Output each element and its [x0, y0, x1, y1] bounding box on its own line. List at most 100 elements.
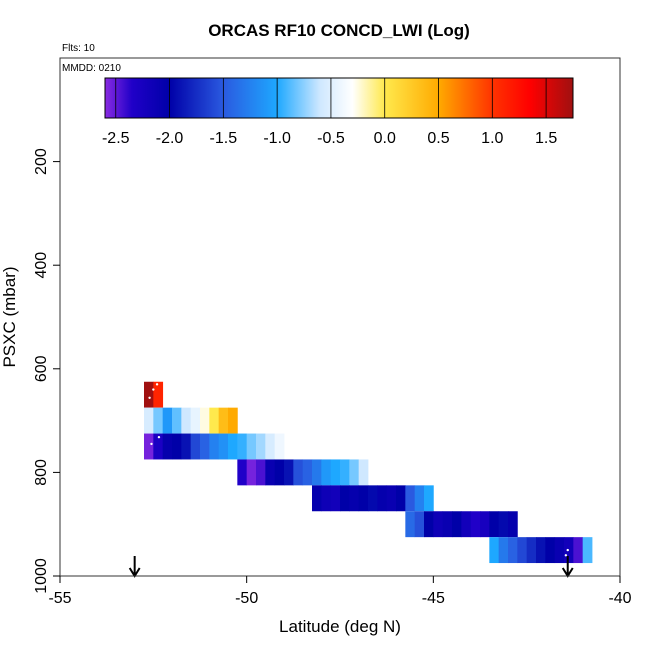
heatmap-cell: [358, 459, 369, 486]
heatmap-cell: [321, 485, 332, 512]
heatmap-cell: [302, 459, 313, 486]
heatmap-cell: [312, 459, 322, 486]
heatmap-cell: [433, 511, 444, 538]
heatmap-cell: [442, 511, 453, 538]
chart-title: ORCAS RF10 CONCD_LWI (Log): [208, 21, 470, 40]
heatmap-cell: [424, 511, 434, 538]
y-tick-label: 600: [33, 355, 50, 382]
y-tick-label: 200: [33, 148, 50, 175]
heatmap-cell: [218, 433, 229, 460]
heatmap-cell: [265, 433, 276, 460]
trace-point: [152, 388, 155, 391]
x-tick-label: -40: [608, 590, 631, 607]
heatmap-cell: [144, 381, 154, 408]
heatmap-cells: [144, 381, 593, 564]
colorbar-tick-label: 0.5: [427, 130, 449, 147]
heatmap-cell: [526, 537, 537, 564]
heatmap-cell: [508, 511, 518, 538]
trace-point: [150, 442, 153, 446]
x-tick-label: -50: [235, 590, 258, 607]
heatmap-cell: [209, 407, 220, 434]
heatmap-cell: [256, 459, 266, 486]
start-marker-arrow: [128, 556, 141, 578]
heatmap-cell: [228, 433, 238, 460]
heatmap-cell: [340, 459, 350, 486]
date-annotation: MMDD: 0210: [62, 63, 121, 74]
flight-trace: [148, 383, 569, 557]
colorbar-tick-label: 1.5: [535, 130, 557, 147]
x-tick-label: -45: [422, 590, 445, 607]
trace-point: [566, 548, 569, 552]
heatmap-cell: [181, 407, 192, 434]
heatmap-cell: [237, 459, 248, 486]
trace-point: [564, 554, 568, 557]
heatmap-cell: [461, 511, 472, 538]
heatmap-cell: [200, 433, 210, 460]
heatmap-cell: [536, 537, 546, 564]
heatmap-cell: [190, 407, 201, 434]
heatmap-cell: [321, 459, 332, 486]
heatmap-cell: [153, 381, 164, 408]
heatmap-cell: [237, 433, 248, 460]
heatmap-cell: [218, 407, 229, 434]
heatmap-cell: [545, 537, 556, 564]
y-tick-label: 400: [33, 252, 50, 279]
heatmap-cell: [284, 459, 294, 486]
heatmap-cell: [228, 407, 238, 434]
heatmap-cell: [358, 485, 369, 512]
heatmap-cell: [414, 485, 425, 512]
heatmap-cell: [508, 537, 518, 564]
heatmap-cell: [256, 433, 266, 460]
colorbar-gradient: [104, 77, 574, 119]
plot-frame: [59, 57, 621, 577]
heatmap-cell: [153, 433, 164, 460]
colorbar: -2.5 -2.0 -1.5 -1.0 -0.5 0.0 0.5 1.0 1.5: [102, 77, 574, 147]
heatmap-cell: [274, 459, 285, 486]
heatmap-cell: [330, 459, 341, 486]
heatmap-cell: [452, 511, 462, 538]
heatmap-cell: [162, 407, 173, 434]
heatmap-cell: [293, 459, 304, 486]
heatmap-cell: [424, 485, 434, 512]
heatmap-cell: [405, 485, 416, 512]
heatmap-cell: [498, 511, 509, 538]
heatmap-cell: [246, 459, 257, 486]
heatmap-cell: [554, 537, 565, 564]
heatmap-cell: [489, 511, 500, 538]
colorbar-tick-label: -1.0: [263, 130, 291, 147]
colorbar-tick-label: 0.0: [374, 130, 396, 147]
heatmap-cell: [573, 537, 584, 564]
heatmap-cell: [274, 433, 285, 460]
colorbar-tick-label: -0.5: [317, 130, 345, 147]
axes: -55 -50 -45 -40 200 400 600 800 1000: [33, 148, 632, 607]
heatmap-cell: [181, 433, 192, 460]
trace-point: [157, 435, 161, 439]
heatmap-cell: [312, 485, 322, 512]
heatmap-cell: [144, 407, 154, 434]
flights-annotation: Flts: 10: [62, 43, 95, 54]
heatmap-cell: [172, 407, 182, 434]
heatmap-cell: [340, 485, 350, 512]
x-tick-label: -55: [48, 590, 71, 607]
heatmap-cell: [386, 485, 397, 512]
heatmap-cell: [209, 433, 220, 460]
y-tick-label: 1000: [33, 558, 50, 594]
heatmap-cell: [470, 511, 481, 538]
colorbar-tick-label: 1.0: [481, 130, 503, 147]
colorbar-tick-label: -1.5: [210, 130, 238, 147]
heatmap-cell: [265, 459, 276, 486]
heatmap-cell: [153, 407, 164, 434]
heatmap-cell: [414, 511, 425, 538]
heatmap-cell: [246, 433, 257, 460]
heatmap-cell: [498, 537, 509, 564]
heatmap-cell: [517, 537, 528, 564]
heatmap-cell: [489, 537, 500, 564]
heatmap-cell: [349, 485, 360, 512]
colorbar-tick-label: -2.0: [156, 130, 184, 147]
heatmap-cell: [377, 485, 388, 512]
heatmap-cell: [144, 433, 154, 460]
colorbar-tick-label: -2.5: [102, 130, 130, 147]
y-tick-label: 800: [33, 459, 50, 486]
x-axis-label: Latitude (deg N): [279, 617, 401, 636]
